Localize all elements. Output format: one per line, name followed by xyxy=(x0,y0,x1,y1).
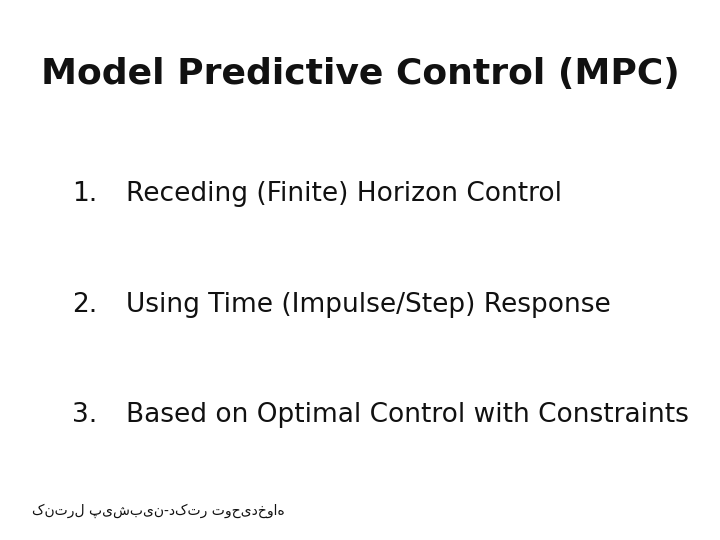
Text: کنترل پیش‌بین-دکتر توحیدخواه: کنترل پیش‌بین-دکتر توحیدخواه xyxy=(32,504,285,518)
Text: Using Time (Impulse/Step) Response: Using Time (Impulse/Step) Response xyxy=(126,292,611,318)
Text: Receding (Finite) Horizon Control: Receding (Finite) Horizon Control xyxy=(126,181,562,207)
Text: 1.: 1. xyxy=(72,181,97,207)
Text: 3.: 3. xyxy=(72,402,97,428)
Text: Model Predictive Control (MPC): Model Predictive Control (MPC) xyxy=(40,57,680,91)
Text: Based on Optimal Control with Constraints: Based on Optimal Control with Constraint… xyxy=(126,402,689,428)
Text: 2.: 2. xyxy=(72,292,97,318)
